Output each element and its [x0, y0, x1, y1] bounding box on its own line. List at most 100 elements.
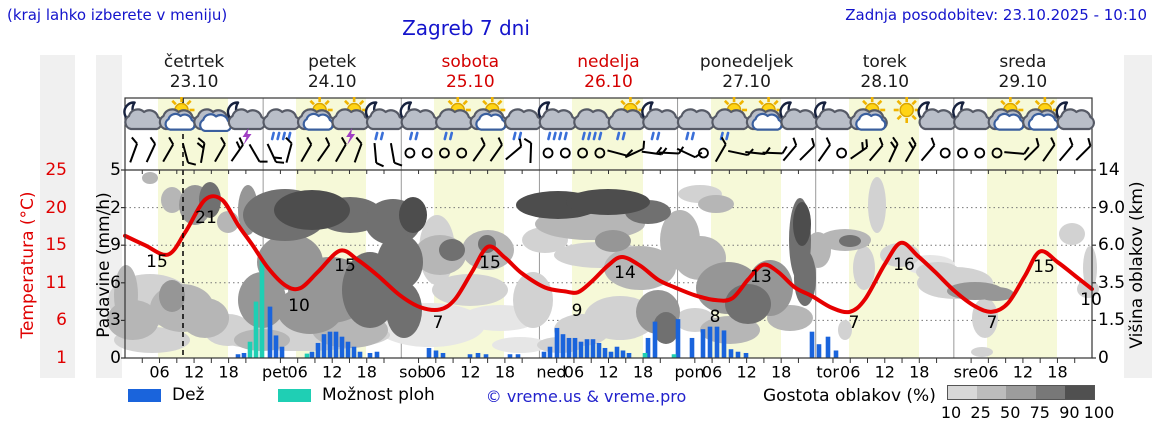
wind-barb-icon [714, 136, 727, 163]
rain-bar [357, 351, 363, 358]
cloud-blob [853, 246, 875, 290]
cloud-blob [838, 320, 852, 340]
cloud-blob [653, 312, 679, 344]
temperature-value-label: 9 [571, 301, 583, 321]
day-date: 24.10 [307, 72, 357, 92]
day-header: sreda 29.10 [954, 52, 1092, 92]
wind-calm-icon [421, 147, 433, 159]
weather-icon-cloud [193, 108, 233, 133]
rain-bar [652, 321, 658, 358]
rain-bar [333, 331, 339, 358]
weather-icon-sun-cloud [469, 97, 508, 131]
rain-bar [547, 346, 553, 358]
rain-bar [507, 354, 513, 358]
legend-showers-swatch [278, 389, 311, 402]
wind-barb-icon [489, 137, 503, 162]
day-name: petek [308, 52, 357, 72]
wind-barb-icon [389, 142, 403, 167]
cloud-blob [277, 286, 343, 334]
rain-bar [475, 352, 481, 358]
cloud-blob [199, 182, 221, 218]
cloud-blob [1083, 246, 1097, 290]
wind-calm-icon [991, 147, 1003, 159]
rain-bar [321, 334, 327, 358]
rain-bar [675, 319, 681, 358]
wind-barb-icon [850, 139, 869, 160]
weather-icon-moon-cloud [814, 101, 854, 131]
day-abbr-label: tor [816, 362, 840, 382]
day-abbr-label: pet [261, 362, 289, 382]
day-name: četrtek [163, 52, 225, 72]
rain-bar [689, 337, 695, 358]
time-label: 12 [1012, 362, 1034, 382]
wind-calm-icon [594, 147, 606, 159]
temp-tick-label: 1 [56, 348, 67, 368]
day-abbr-label: sre [953, 362, 979, 382]
cloud-blob [274, 190, 350, 230]
rain-bar [578, 341, 584, 358]
rain-bar [626, 352, 632, 358]
wind-calm-icon [836, 147, 848, 159]
cloudheight-tick-label: 0 [1098, 348, 1109, 368]
wind-barb-icon [607, 149, 634, 157]
wind-barb-icon [817, 137, 831, 162]
wind-barb-icon [181, 143, 197, 166]
cloud-blob [839, 235, 861, 247]
rain-bar [735, 351, 741, 358]
temperature-value-label: 13 [750, 267, 772, 287]
temperature-value-label: 16 [893, 255, 915, 275]
wind-barb-icon [904, 136, 917, 163]
time-label: 12 [322, 362, 343, 382]
rain-bar [554, 327, 560, 358]
wind-barb-icon [196, 137, 206, 164]
weather-icon-sun-cloud [296, 97, 336, 131]
precip-tick-label: 6 [110, 272, 121, 293]
wind-barb-icon [129, 136, 138, 163]
day-name: nedelja [577, 52, 640, 72]
weather-icon-sun-cloud-drizzle [711, 97, 750, 141]
legend-density-label: Gostota oblakov (%) [757, 386, 942, 406]
temperature-value-label: 15 [1033, 257, 1055, 277]
time-label: 18 [218, 362, 239, 382]
cloud-blob [439, 239, 465, 261]
cloudheight-tick-label: 9.0 [1098, 197, 1126, 218]
weather-icon-moon-cloud [1055, 101, 1095, 131]
last-update: Zadnja posodobitev: 23.10.2025 - 10:10 [845, 6, 1147, 24]
cloud-blob [432, 274, 508, 306]
density-cell [977, 386, 1007, 399]
rain-bar [273, 335, 279, 358]
rain-bar [816, 344, 822, 358]
wind-calm-icon [974, 147, 986, 159]
temperature-line [123, 194, 1094, 315]
wind-barb-icon [145, 136, 157, 163]
weather-icon-sun [893, 97, 920, 123]
time-label: 12 [598, 362, 619, 382]
precip-tick-label: 0 [110, 348, 121, 368]
rain-bar [367, 352, 373, 358]
cloudheight-tick-label: 1.5 [1098, 310, 1126, 331]
time-label: 06 [287, 362, 308, 382]
day-date: 27.10 [722, 72, 771, 92]
cloud-blob [159, 280, 185, 312]
wind-barb-icon [317, 137, 331, 162]
rain-bar [327, 331, 333, 358]
density-tick-label: 50 [1000, 403, 1021, 422]
day-header: torek 28.10 [816, 52, 954, 92]
weather-icon-sun-cloud [158, 97, 198, 131]
time-label: 18 [494, 362, 516, 382]
rain-bar [743, 352, 749, 358]
wind-barb-icon [162, 136, 175, 163]
rain-bar [315, 342, 321, 358]
temperature-value-label: 7 [848, 313, 860, 333]
rain-bar [433, 350, 439, 358]
day-date: 26.10 [584, 72, 633, 92]
time-label: 06 [563, 362, 585, 382]
day-header: nedelja 26.10 [539, 52, 677, 92]
cloud-blob [698, 195, 734, 213]
copyright-link[interactable]: © vreme.us & vreme.pro [485, 387, 687, 406]
wind-calm-icon [577, 147, 588, 159]
day-header: petek 24.10 [263, 52, 401, 92]
rain-bar [566, 337, 572, 358]
